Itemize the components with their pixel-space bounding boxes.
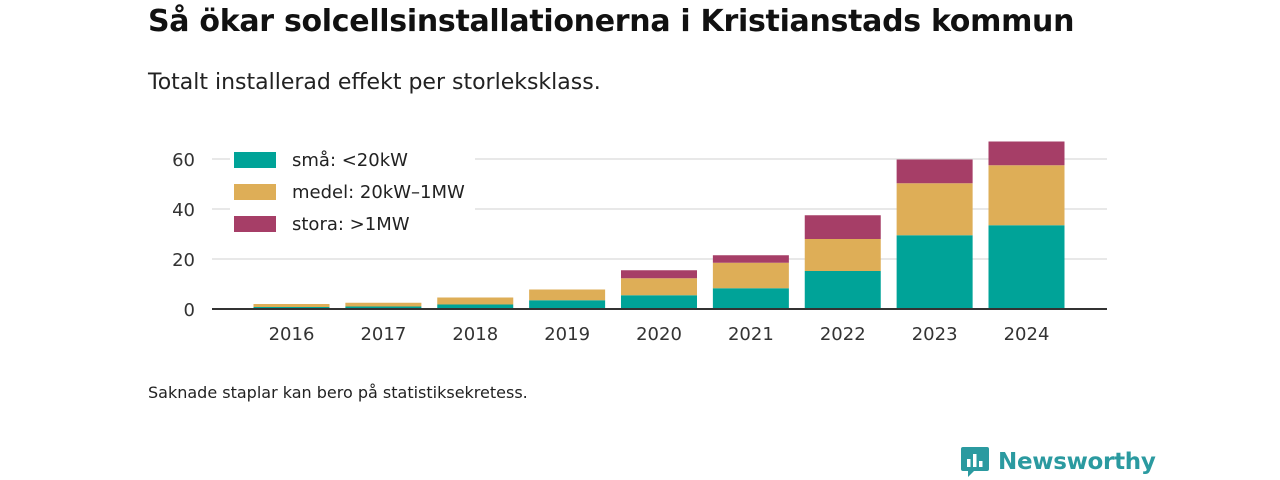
bar-segment-large — [896, 159, 973, 184]
x-tick-label: 2019 — [544, 324, 590, 345]
legend-item-medium: medel: 20kW–1MW — [234, 176, 465, 208]
x-tick-label: 2018 — [452, 324, 498, 345]
legend-item-small: små: <20kW — [234, 144, 465, 176]
y-tick-label: 20 — [172, 250, 195, 271]
bar-chart-icon — [961, 447, 989, 477]
bar-segment-medium — [621, 278, 697, 296]
bar-segment-medium — [988, 165, 1065, 226]
bar-segment-small — [529, 300, 606, 309]
bar-segment-large — [621, 270, 697, 279]
bar-segment-medium — [253, 304, 330, 307]
y-tick-label: 40 — [172, 200, 195, 221]
bar-segment-large — [712, 255, 789, 263]
bar-segment-small — [712, 288, 789, 309]
legend-label-small: små: <20kW — [292, 149, 408, 171]
x-tick-label: 2021 — [728, 324, 774, 345]
x-tick-label: 2016 — [269, 324, 315, 345]
bar-segment-small — [345, 306, 422, 309]
x-tick-label: 2020 — [636, 324, 682, 345]
stacked-bar-chart: 0 20 40 60 2016 2017 2018 2019 2020 2021 2022 2023 2… — [172, 141, 1107, 345]
bar-segment-medium — [437, 297, 514, 305]
x-tick-label: 2024 — [1004, 324, 1050, 345]
bar-segment-small — [896, 235, 973, 309]
chart-subtitle: Totalt installerad effekt per storlekskl… — [148, 70, 601, 95]
legend-swatch-medium — [234, 184, 276, 200]
footnote: Saknade staplar kan bero på statistiksek… — [148, 383, 528, 402]
x-tick-label: 2023 — [912, 324, 958, 345]
x-tick-label: 2017 — [360, 324, 406, 345]
x-tick-label: 2022 — [820, 324, 866, 345]
bar-segment-medium — [712, 262, 789, 289]
brand-logo[interactable]: Newsworthy — [960, 445, 1156, 479]
bar-segment-large — [804, 215, 881, 239]
legend-item-large: stora: >1MW — [234, 208, 465, 240]
legend-swatch-small — [234, 152, 276, 168]
y-tick-label: 0 — [184, 300, 195, 321]
brand-name: Newsworthy — [998, 449, 1156, 475]
bar-segment-small — [988, 225, 1065, 309]
legend-swatch-large — [234, 216, 276, 232]
bar-segment-small — [621, 295, 697, 309]
bar-segment-small — [804, 271, 881, 309]
bar-segment-medium — [804, 239, 881, 271]
legend: små: <20kW medel: 20kW–1MW stora: >1MW — [230, 142, 475, 242]
bar-segment-small — [437, 304, 514, 309]
bar-segment-medium — [345, 302, 422, 307]
legend-label-medium: medel: 20kW–1MW — [292, 181, 465, 203]
chart-title: Så ökar solcellsinstallationerna i Krist… — [148, 4, 1075, 39]
bar-segment-large — [988, 141, 1065, 166]
bar-segment-medium — [529, 289, 606, 301]
legend-label-large: stora: >1MW — [292, 213, 410, 235]
y-tick-label: 60 — [172, 150, 195, 171]
bar-segment-medium — [896, 183, 973, 236]
